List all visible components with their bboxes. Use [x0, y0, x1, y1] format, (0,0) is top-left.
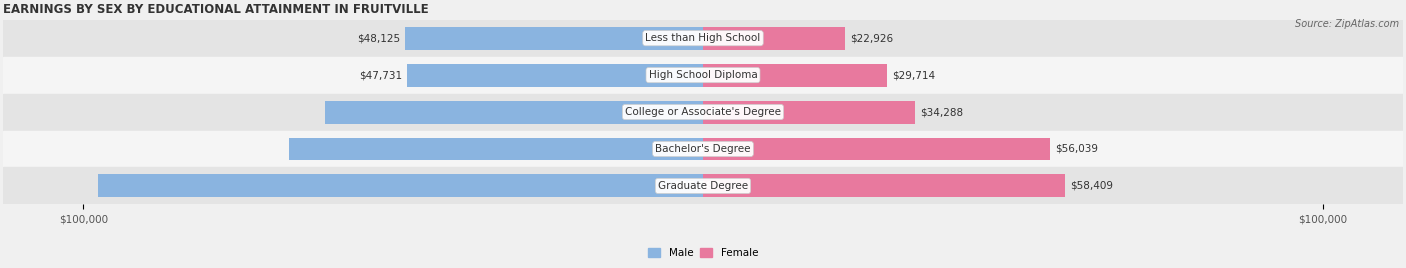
Text: $58,409: $58,409 [1070, 181, 1114, 191]
Bar [325, 100, 703, 124]
Text: Source: ZipAtlas.com: Source: ZipAtlas.com [1295, 19, 1399, 29]
Legend: Male, Female: Male, Female [648, 248, 758, 258]
Text: $29,714: $29,714 [891, 70, 935, 80]
Bar [3, 57, 1403, 94]
Text: EARNINGS BY SEX BY EDUCATIONAL ATTAINMENT IN FRUITVILLE: EARNINGS BY SEX BY EDUCATIONAL ATTAINMEN… [3, 3, 429, 16]
Text: $66,845: $66,845 [682, 144, 730, 154]
Bar [3, 20, 1403, 57]
Text: Less than High School: Less than High School [645, 33, 761, 43]
Text: $22,926: $22,926 [851, 33, 893, 43]
Bar [288, 137, 703, 161]
Bar [703, 100, 915, 124]
Text: $60,954: $60,954 [685, 107, 731, 117]
Text: Graduate Degree: Graduate Degree [658, 181, 748, 191]
Bar [3, 94, 1403, 131]
Bar [703, 27, 845, 50]
Text: College or Associate's Degree: College or Associate's Degree [626, 107, 780, 117]
Bar [703, 137, 1050, 161]
Bar [3, 168, 1403, 204]
Text: $56,039: $56,039 [1056, 144, 1098, 154]
Text: High School Diploma: High School Diploma [648, 70, 758, 80]
Text: $97,587: $97,587 [672, 181, 720, 191]
Text: $47,731: $47,731 [359, 70, 402, 80]
Bar [703, 64, 887, 87]
Text: Bachelor's Degree: Bachelor's Degree [655, 144, 751, 154]
Text: $48,125: $48,125 [357, 33, 399, 43]
Bar [408, 64, 703, 87]
Bar [405, 27, 703, 50]
Bar [703, 174, 1064, 197]
Bar [3, 131, 1403, 168]
Text: $34,288: $34,288 [921, 107, 963, 117]
Bar [98, 174, 703, 197]
